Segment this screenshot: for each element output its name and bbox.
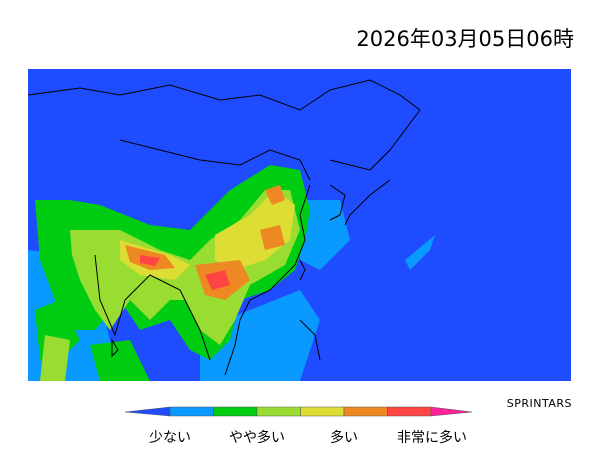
colorbar [124, 406, 473, 417]
legend-label: やや多い [229, 429, 285, 446]
legend-label: 少ない [149, 430, 191, 446]
legend-label: 多い [330, 429, 358, 446]
legend-label: 非常に多い [397, 429, 467, 446]
aerosol-map [27, 69, 571, 381]
forecast-time: 2026年03月05日06時 [356, 27, 574, 51]
model-credit: SPRINTARS [507, 397, 572, 410]
